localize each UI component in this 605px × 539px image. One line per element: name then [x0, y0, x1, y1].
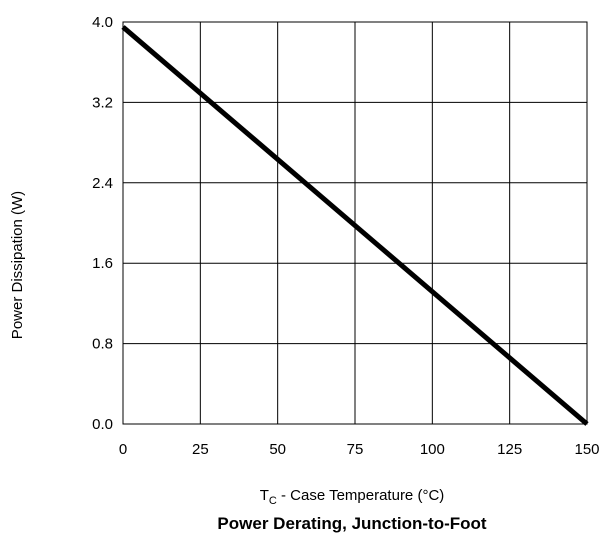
x-tick-labels: 0 25 50 75 100 125 150 — [119, 441, 600, 458]
y-tick-label: 3.2 — [92, 94, 113, 111]
x-axis-label-main: T — [260, 487, 269, 504]
x-tick-label: 0 — [119, 441, 127, 458]
plot-frame — [122, 21, 588, 425]
x-tick-label: 75 — [347, 441, 364, 458]
chart-title: Power Derating, Junction-to-Foot — [217, 514, 486, 533]
y-tick-label: 2.4 — [92, 175, 113, 192]
series — [121, 25, 589, 426]
x-tick-label: 150 — [574, 441, 599, 458]
x-axis-label-subscript: C — [269, 495, 277, 507]
y-tick-label: 1.6 — [92, 255, 113, 272]
y-tick-labels: 0.0 0.8 1.6 2.4 3.2 4.0 — [92, 14, 113, 433]
x-tick-label: 100 — [420, 441, 445, 458]
series-line-0 — [121, 25, 589, 426]
x-tick-label: 25 — [192, 441, 209, 458]
y-axis-label: Power Dissipation (W) — [9, 191, 26, 339]
y-tick-label: 0.0 — [92, 416, 113, 433]
x-axis-label: TC - Case Temperature (°C) — [260, 487, 445, 507]
y-tick-label: 4.0 — [92, 14, 113, 31]
x-axis-label-rest: - Case Temperature (°C) — [277, 487, 444, 504]
x-tick-label: 50 — [269, 441, 286, 458]
x-tick-label: 125 — [497, 441, 522, 458]
y-tick-label: 0.8 — [92, 336, 113, 353]
